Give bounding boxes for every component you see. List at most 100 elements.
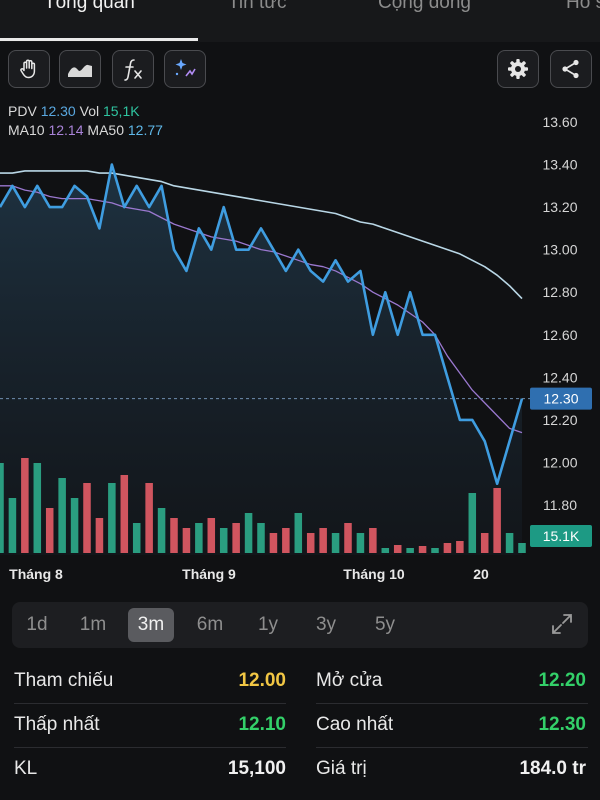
current-price-tag <box>530 387 592 410</box>
volume-bar <box>219 528 228 553</box>
tab-news[interactable]: Tin tức <box>228 0 287 13</box>
range-1y-button[interactable]: 1y <box>257 614 279 635</box>
legend-row-1: PDV 12.30 Vol 15,1K <box>8 103 140 119</box>
open-price-value: 12.20 <box>538 670 586 691</box>
y-axis-tick-label: 12.00 <box>542 454 577 470</box>
y-axis-tick-label: 12.20 <box>542 412 577 428</box>
tab-overview[interactable]: Tổng quan <box>44 0 135 13</box>
pdv-label: PDV <box>8 103 37 119</box>
y-axis-tick-label: 12.40 <box>542 369 577 385</box>
volume-bar <box>356 533 365 553</box>
volume-bar <box>381 548 390 553</box>
high-price-value: 12.30 <box>538 714 586 735</box>
volume-bar <box>145 483 153 553</box>
volume-bar <box>468 493 477 553</box>
volume-bar <box>244 513 253 553</box>
legend-row-2: MA10 12.14 MA50 12.77 <box>8 122 163 138</box>
price-chart-svg[interactable]: 13.60 13.40 13.20 13.00 12.80 12.60 12.40 12.20… <box>0 95 600 590</box>
range-3y-button[interactable]: 3y <box>315 614 337 635</box>
tab-profile[interactable]: Hồ s <box>566 0 600 13</box>
volume-bar <box>294 513 303 553</box>
range-1m-button[interactable]: 1m <box>79 614 107 635</box>
divider <box>14 703 286 704</box>
volume-value: 15,100 <box>227 758 286 779</box>
volume-bar <box>45 508 54 553</box>
volume-bar <box>418 546 427 553</box>
volume-bar <box>182 528 191 553</box>
x-axis-tick-label: Tháng 9 <box>182 566 236 582</box>
expand-icon <box>552 614 572 634</box>
volume-bar <box>331 533 340 553</box>
x-axis-tick-label: Tháng 10 <box>343 566 405 582</box>
ma10-label: MA10 <box>8 122 45 138</box>
area-chart-icon <box>68 64 92 77</box>
volume-tag-label: 15.1K <box>543 528 580 544</box>
gear-icon <box>508 59 528 79</box>
volume-bar <box>480 533 489 553</box>
volume-bar <box>157 508 166 553</box>
fullscreen-button[interactable] <box>550 612 574 641</box>
price-chart[interactable]: 13.60 13.40 13.20 13.00 12.80 12.60 12.40 12.20… <box>0 95 600 590</box>
volume-bar <box>456 541 464 553</box>
range-1d-button[interactable]: 1d <box>26 614 48 635</box>
active-tab-indicator <box>0 38 198 41</box>
volume-bar <box>505 533 514 553</box>
chart-type-button[interactable] <box>59 50 101 88</box>
volume-bar <box>518 543 526 553</box>
settings-button[interactable] <box>497 50 539 88</box>
volume-tag <box>530 525 592 547</box>
y-axis-tick-label: 13.00 <box>542 242 577 258</box>
volume-bar <box>232 523 240 553</box>
x-axis-tick-label: Tháng 8 <box>9 566 63 582</box>
volume-bar <box>393 545 402 553</box>
y-axis-tick-label: 13.20 <box>542 199 577 215</box>
trade-value-value: 184.0 tr <box>519 758 586 779</box>
volume-bar <box>170 518 178 553</box>
volume-bar <box>120 475 129 553</box>
reference-price-label: Tham chiếu <box>14 670 114 691</box>
volume-bar <box>0 463 4 553</box>
share-icon <box>562 59 579 79</box>
volume-bar <box>282 528 290 553</box>
range-6m-button[interactable]: 6m <box>196 614 224 635</box>
low-price-value: 12.10 <box>238 714 286 735</box>
volume-bar <box>195 523 203 553</box>
volume-bar <box>8 498 17 553</box>
volume-bar <box>83 483 91 553</box>
volume-bar <box>108 483 116 553</box>
volume-bar <box>257 523 265 553</box>
range-5y-button[interactable]: 5y <box>374 614 396 635</box>
x-axis-tick-label: 20 <box>473 566 489 582</box>
divider <box>316 747 588 748</box>
series-line-pdv <box>0 163 524 486</box>
share-button[interactable] <box>550 50 592 88</box>
series-line-ma50 <box>0 170 523 300</box>
volume-bar <box>306 533 315 553</box>
ma50-value: 12.77 <box>127 122 163 138</box>
vol-label: Vol <box>79 103 100 119</box>
magic-draw-icon <box>175 59 196 77</box>
pdv-value: 12.30 <box>40 103 76 119</box>
auto-draw-button[interactable] <box>164 50 206 88</box>
volume-bar <box>70 498 79 553</box>
volume-bar <box>33 463 42 553</box>
ma50-label: MA50 <box>87 122 124 138</box>
volume-bar <box>319 528 327 553</box>
volume-bar <box>431 548 439 553</box>
volume-label: KL <box>14 758 38 779</box>
volume-bar <box>344 523 352 553</box>
hand-tool-button[interactable] <box>8 50 50 88</box>
y-axis-tick-label: 13.60 <box>542 114 577 130</box>
price-area-fill <box>0 164 522 556</box>
volume-bar <box>95 518 104 553</box>
current-price-tag-label: 12.30 <box>543 391 578 407</box>
low-price-label: Thấp nhất <box>14 714 100 735</box>
range-3m-button[interactable]: 3m <box>128 608 174 642</box>
volume-bar <box>207 518 216 553</box>
y-axis-tick-label: 13.40 <box>542 157 577 173</box>
tab-community[interactable]: Cộng đồng <box>378 0 471 13</box>
indicators-button[interactable] <box>112 50 154 88</box>
volume-bar <box>369 528 377 553</box>
y-axis-tick-label: 12.60 <box>542 327 577 343</box>
divider <box>316 703 588 704</box>
